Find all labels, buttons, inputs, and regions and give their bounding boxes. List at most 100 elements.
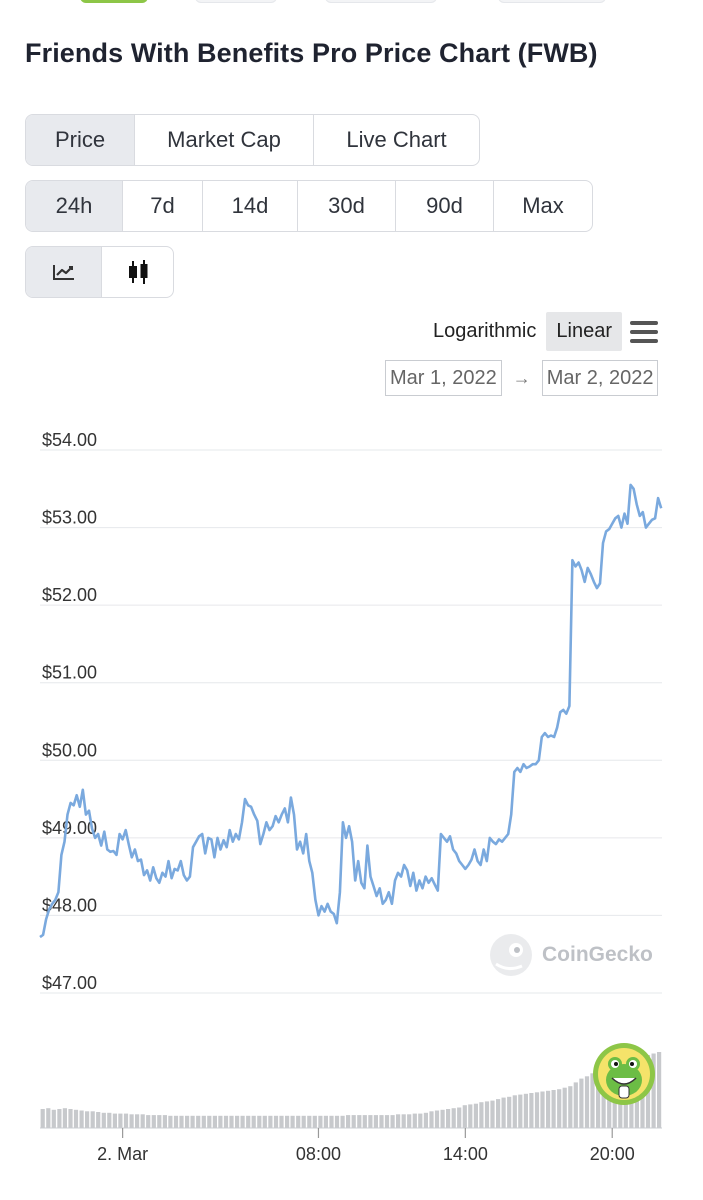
volume-bar [340, 1115, 345, 1128]
volume-bar [468, 1104, 473, 1128]
chart-type-toggle [25, 246, 174, 298]
volume-bar [557, 1089, 562, 1128]
volume-bar [484, 1101, 490, 1128]
volume-bar [362, 1115, 367, 1128]
volume-bar [85, 1111, 90, 1128]
volume-bar [357, 1115, 362, 1128]
volume-bar [596, 1071, 601, 1128]
volume-bar [179, 1115, 184, 1128]
volume-bar [268, 1115, 273, 1128]
volume-bar [90, 1111, 95, 1128]
volume-bar [657, 1052, 662, 1128]
volume-bar [451, 1108, 456, 1128]
volume-bar [346, 1115, 351, 1128]
gecko-mascot-icon[interactable] [592, 1042, 656, 1106]
volume-bar [101, 1112, 106, 1128]
volume-bar [146, 1115, 151, 1128]
volume-bar [251, 1115, 256, 1128]
x-tick-label: 08:00 [296, 1144, 341, 1164]
page-title: Friends With Benefits Pro Price Chart (F… [25, 38, 598, 68]
volume-bar [490, 1100, 495, 1128]
volume-bar [568, 1086, 573, 1128]
tab-market-cap[interactable]: Market Cap [135, 115, 314, 165]
line-chart-button[interactable] [26, 247, 102, 297]
volume-bar [51, 1109, 56, 1128]
range-14d[interactable]: 14d [203, 181, 298, 231]
volume-bar [46, 1108, 51, 1128]
volume-bar [323, 1115, 328, 1128]
candlestick-button[interactable] [102, 247, 173, 297]
range-90d[interactable]: 90d [396, 181, 494, 231]
range-tabs: 24h 7d 14d 30d 90d Max [25, 180, 593, 232]
volume-bar [379, 1115, 384, 1128]
y-tick-label: $51.00 [42, 663, 97, 683]
date-range: Mar 1, 2022 → Mar 2, 2022 [385, 360, 659, 396]
date-from-input[interactable]: Mar 1, 2022 [385, 360, 502, 396]
volume-bar [173, 1115, 179, 1128]
volume-bar [185, 1115, 190, 1128]
y-tick-label: $53.00 [42, 508, 97, 528]
volume-bar [196, 1115, 201, 1128]
volume-bar [407, 1114, 412, 1128]
volume-bar [496, 1099, 501, 1128]
scale-linear-option[interactable]: Linear [546, 312, 622, 351]
line-chart-icon [52, 265, 74, 280]
range-30d[interactable]: 30d [298, 181, 396, 231]
volume-bar [118, 1113, 123, 1128]
tab-live-chart[interactable]: Live Chart [346, 127, 447, 152]
volume-bar [107, 1112, 112, 1128]
volume-bar [457, 1107, 462, 1128]
volume-bar [246, 1115, 251, 1128]
y-tick-label: $52.00 [42, 585, 97, 605]
volume-bar [401, 1114, 406, 1128]
y-axis-ticks: $54.00$53.00$52.00$51.00$50.00$49.00$48.… [42, 430, 97, 993]
volume-bar [551, 1090, 556, 1128]
volume-bar [512, 1095, 517, 1128]
volume-bar [368, 1115, 373, 1128]
scale-logarithmic-option[interactable]: Logarithmic [433, 320, 537, 342]
coingecko-logo-icon [490, 934, 532, 976]
volume-bar [290, 1115, 295, 1128]
candlestick-icon [128, 260, 147, 284]
x-axis-ticks: 2. Mar 08:00 14:00 20:00 [97, 1128, 635, 1164]
hamburger-menu-icon[interactable] [630, 320, 658, 343]
y-tick-label: $54.00 [42, 430, 97, 450]
volume-bar [440, 1109, 445, 1128]
volume-bar [190, 1115, 195, 1128]
volume-bar [390, 1115, 395, 1128]
range-24h[interactable]: 24h [26, 181, 123, 231]
x-tick-label: 20:00 [590, 1144, 635, 1164]
volume-bar [562, 1087, 567, 1128]
volume-bar [229, 1115, 234, 1128]
volume-bar [162, 1115, 167, 1128]
view-tabs: Price Market Cap Live Chart [25, 114, 480, 166]
volume-bar [168, 1115, 173, 1128]
volume-bar [384, 1115, 390, 1128]
range-7d[interactable]: 7d [123, 181, 203, 231]
tab-price[interactable]: Price [26, 115, 135, 165]
volume-bar [135, 1114, 140, 1128]
volume-bar [157, 1115, 162, 1128]
volume-bar [462, 1105, 467, 1128]
volume-bar [68, 1109, 73, 1128]
top-nav-strip [0, 0, 703, 3]
x-tick-label: 2. Mar [97, 1144, 148, 1164]
volume-bar [212, 1115, 217, 1128]
volume-bar [123, 1113, 129, 1128]
volume-bar [79, 1110, 84, 1128]
volume-bar [57, 1109, 62, 1128]
volume-bar [434, 1110, 440, 1128]
volume-bar [546, 1090, 551, 1128]
x-tick-label: 14:00 [443, 1144, 488, 1164]
volume-bar [418, 1113, 423, 1128]
range-max[interactable]: Max [522, 193, 564, 218]
volume-bar [301, 1115, 306, 1128]
volume-bar [590, 1073, 595, 1128]
volume-bar [240, 1115, 245, 1128]
volume-bar [285, 1115, 290, 1128]
volume-bar [423, 1112, 428, 1128]
volume-bar [235, 1115, 240, 1128]
y-tick-label: $49.00 [42, 818, 97, 838]
date-to-input[interactable]: Mar 2, 2022 [541, 360, 659, 396]
